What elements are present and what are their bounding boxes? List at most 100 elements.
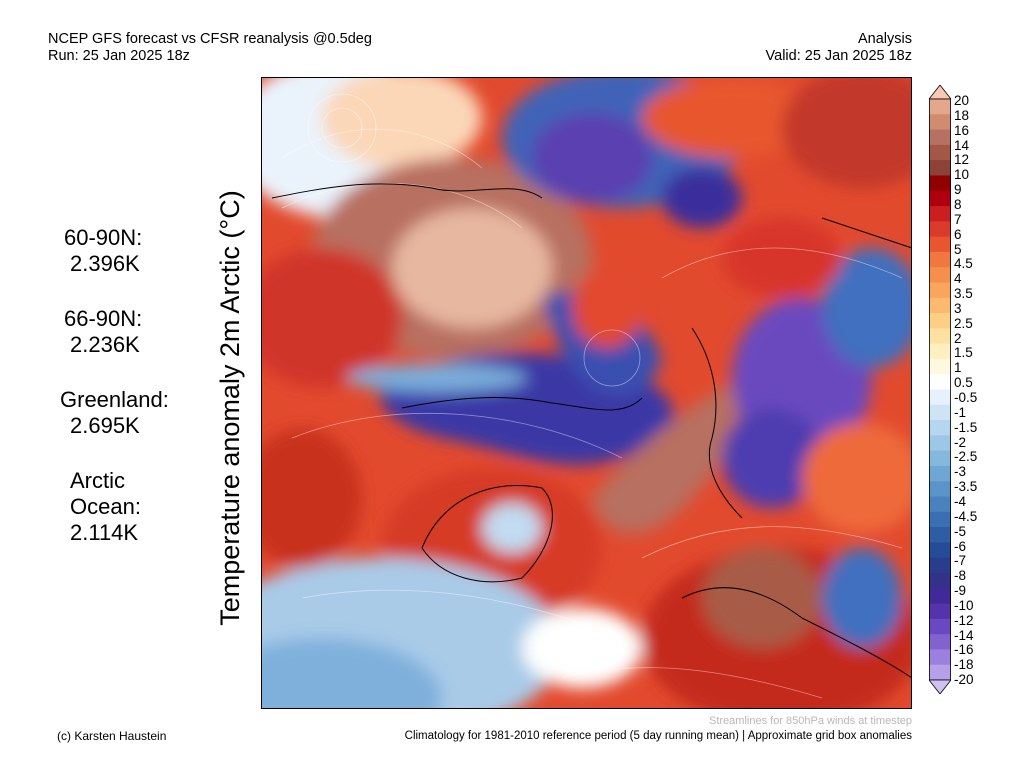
colorbar-swatch bbox=[929, 358, 951, 375]
stat-value-60-90n: 2.396K bbox=[70, 251, 140, 276]
colorbar-bottom-arrow bbox=[928, 679, 952, 695]
colorbar-tick-label: -6 bbox=[954, 538, 967, 554]
colorbar-swatch bbox=[929, 435, 951, 452]
colorbar-swatch bbox=[929, 389, 951, 406]
colorbar-tick-label: 3 bbox=[954, 300, 962, 316]
colorbar-swatch bbox=[929, 129, 951, 146]
colorbar-tick-label: -12 bbox=[954, 612, 974, 628]
colorbar-swatch bbox=[929, 404, 951, 421]
colorbar-tick-label: 9 bbox=[954, 182, 962, 198]
colorbar-tick-label: 20 bbox=[954, 93, 970, 108]
colorbar-swatch bbox=[929, 313, 951, 329]
colorbar-tick-label: -8 bbox=[954, 568, 967, 584]
colorbar-swatch bbox=[929, 144, 951, 161]
colorbar-swatch bbox=[929, 542, 951, 559]
colorbar-swatch bbox=[929, 527, 951, 543]
colorbar-tick-label: 16 bbox=[954, 122, 970, 138]
anomaly-map-canvas bbox=[262, 78, 911, 708]
colorbar-swatch bbox=[929, 572, 951, 589]
streamlines-note: Streamlines for 850hPa winds at timestep bbox=[709, 715, 912, 727]
colorbar-tick-label: 18 bbox=[954, 107, 970, 123]
colorbar-tick-label: -4.5 bbox=[954, 508, 978, 524]
colorbar-swatch bbox=[929, 297, 951, 314]
colorbar-swatch bbox=[929, 420, 951, 436]
stat-region-arctic-2: Ocean: bbox=[70, 494, 141, 519]
variable-title: Temperature anomaly 2m Arctic (°C) bbox=[215, 190, 245, 626]
colorbar-tick-label: -7 bbox=[954, 553, 967, 569]
colorbar-swatch bbox=[929, 114, 951, 131]
colorbar-swatch bbox=[929, 588, 951, 605]
colorbar-tick-label: -16 bbox=[954, 642, 974, 658]
colorbar-swatch bbox=[929, 557, 951, 574]
colorbar-tick-label: 1.5 bbox=[954, 345, 973, 361]
colorbar-tick-label: 12 bbox=[954, 152, 970, 168]
title-line-1: NCEP GFS forecast vs CFSR reanalysis @0.… bbox=[48, 31, 372, 47]
colorbar-swatch bbox=[929, 603, 951, 620]
climatology-note: Climatology for 1981-2010 reference peri… bbox=[404, 730, 912, 742]
colorbar-tick-label: 4.5 bbox=[954, 256, 973, 272]
colorbar-swatch bbox=[929, 267, 951, 283]
colorbar-tick-label: 5 bbox=[954, 241, 962, 257]
colorbar-tick-label: -0.5 bbox=[954, 390, 978, 405]
colorbar-swatch bbox=[929, 634, 951, 650]
colorbar-swatch bbox=[929, 450, 951, 467]
stat-region-greenland: Greenland: bbox=[60, 387, 169, 412]
colorbar-swatch bbox=[929, 511, 951, 528]
colorbar-tick-label: -10 bbox=[954, 597, 974, 613]
colorbar-swatch bbox=[929, 465, 951, 482]
colorbar-swatch bbox=[929, 649, 951, 666]
colorbar-tick-label: -4 bbox=[954, 493, 967, 509]
credit-text: (c) Karsten Haustein bbox=[57, 729, 167, 743]
stat-value-arctic-ocean: 2.114K bbox=[70, 520, 139, 545]
stat-value-66-90n: 2.236K bbox=[70, 332, 140, 357]
colorbar-tick-label: -3 bbox=[954, 464, 967, 480]
colorbar-tick-label: 8 bbox=[954, 196, 962, 212]
colorbar-tick-label: -2.5 bbox=[954, 449, 978, 465]
colorbar-tick-label: -1 bbox=[954, 404, 967, 420]
colorbar-swatch bbox=[929, 343, 951, 360]
colorbar-tick-label: 10 bbox=[954, 167, 970, 183]
colorbar-swatch bbox=[929, 481, 951, 498]
colorbar-tick-label: 4 bbox=[954, 271, 962, 287]
colorbar-swatch bbox=[929, 328, 951, 345]
colorbar-tick-label: 14 bbox=[954, 137, 970, 153]
colorbar-tick-label: -9 bbox=[954, 583, 967, 599]
colorbar-tick-label: 0.5 bbox=[954, 375, 973, 391]
colorbar-swatch bbox=[929, 251, 951, 268]
colorbar-tick-label: 6 bbox=[954, 226, 962, 242]
colorbar-tick-label: -1.5 bbox=[954, 419, 978, 435]
colorbar-tick-label: -18 bbox=[954, 657, 974, 673]
colorbar-tick-label: -2 bbox=[954, 434, 967, 450]
mode-label: Analysis bbox=[858, 31, 912, 47]
colorbar-canvas bbox=[928, 84, 952, 695]
colorbar-swatch bbox=[929, 282, 951, 299]
colorbar-swatch bbox=[929, 206, 951, 222]
colorbar-tick-label: 1 bbox=[954, 360, 962, 376]
colorbar-tick-label: 2.5 bbox=[954, 315, 973, 331]
colorbar-swatch bbox=[929, 190, 951, 207]
colorbar-tick-label: 7 bbox=[954, 211, 962, 227]
colorbar bbox=[928, 84, 952, 695]
valid-time-label: Valid: 25 Jan 2025 18z bbox=[765, 48, 912, 64]
colorbar-swatch bbox=[929, 618, 951, 635]
colorbar-top-arrow bbox=[928, 84, 952, 100]
colorbar-tick-label: -3.5 bbox=[954, 479, 978, 495]
colorbar-swatch bbox=[929, 664, 951, 681]
colorbar-tick-label: 2 bbox=[954, 330, 962, 346]
colorbar-swatch bbox=[929, 374, 951, 390]
stat-value-greenland: 2.695K bbox=[70, 413, 140, 438]
run-label: Run: 25 Jan 2025 18z bbox=[48, 48, 190, 64]
colorbar-swatch bbox=[929, 99, 951, 115]
colorbar-swatch bbox=[929, 221, 951, 238]
colorbar-tick-label: 3.5 bbox=[954, 286, 973, 302]
colorbar-tick-label: -20 bbox=[954, 672, 974, 688]
colorbar-tick-label: -5 bbox=[954, 523, 967, 539]
stat-region-60-90n: 60-90N: bbox=[64, 225, 143, 250]
stat-region-arctic-1: Arctic bbox=[70, 468, 125, 493]
colorbar-tick-label: -14 bbox=[954, 627, 974, 643]
colorbar-swatch bbox=[929, 175, 951, 192]
colorbar-swatch bbox=[929, 160, 951, 176]
anomaly-map bbox=[261, 77, 912, 709]
colorbar-swatch bbox=[929, 496, 951, 513]
colorbar-swatch bbox=[929, 236, 951, 253]
